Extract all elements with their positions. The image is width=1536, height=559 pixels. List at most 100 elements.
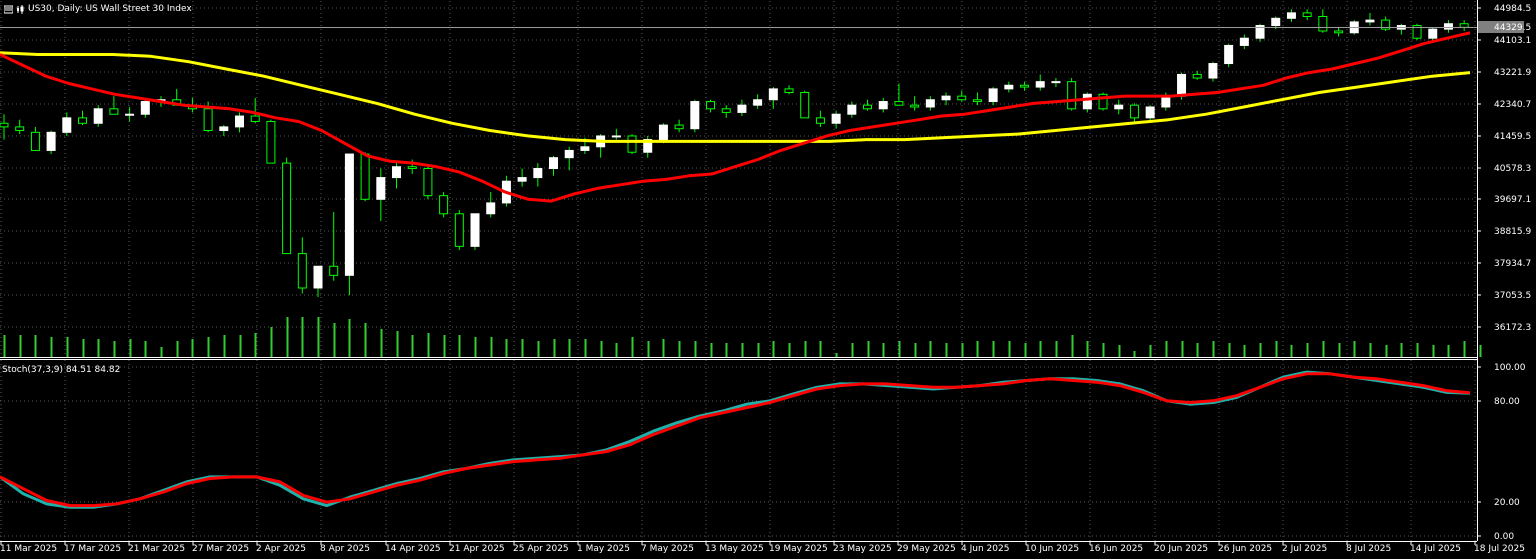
x-tick-label: 23 May 2025 [833,544,892,554]
candle-body [1177,73,1187,97]
x-tick-label: 11 Mar 2025 [0,544,57,554]
candle-body [1428,28,1438,39]
candle-body [423,168,433,197]
candle-body [925,99,935,108]
candle-body [1208,63,1218,79]
candle-body [329,265,339,276]
x-tick-label: 25 Apr 2025 [513,544,569,554]
candle-body [1334,30,1344,34]
candle-body [1067,81,1077,110]
candle-body [517,177,527,182]
candle-body [392,166,402,179]
y-tick-label: 42340.7 [1494,100,1531,110]
candle-body [1161,95,1171,108]
x-tick-label: 20 Jun 2025 [1154,544,1208,554]
candle-body [219,126,229,132]
candle-body [564,149,574,159]
candle-body [125,113,135,116]
y-tick-label: 43221.9 [1494,68,1531,78]
candle-body [674,124,684,130]
candle-body [580,146,590,151]
x-tick-label: 8 Jul 2025 [1346,544,1391,554]
candle-body [1192,73,1202,79]
candle-body [313,265,323,289]
candle-body [454,213,464,247]
candle-body [894,101,904,106]
y-tick-label: 44984.5 [1494,4,1531,14]
menu-icon[interactable] [4,5,13,14]
stochastic-lines [0,370,1471,509]
candle-body [972,99,982,103]
candle-body [266,120,276,164]
candle-body [957,95,967,101]
candles [0,9,1469,298]
price-tag-box [1478,21,1524,33]
candle-body [878,101,888,110]
x-tick-label: 10 Jun 2025 [1025,544,1079,554]
y-tick-label: 44103.1 [1494,36,1531,46]
candle-body [1129,104,1139,119]
candle-body [768,88,778,101]
stoch-y-tick-label: 20.00 [1494,498,1520,508]
moving-averages [0,31,1471,203]
stoch-y-tick-label: 0.00 [1494,532,1514,542]
candle-body [1302,12,1312,17]
x-tick-label: 29 May 2025 [897,544,956,554]
x-tick-label: 14 Apr 2025 [385,544,441,554]
ma-fast-line [0,31,1471,203]
candle-body [1098,93,1108,110]
candle-body [62,117,72,133]
candle-body [549,157,559,170]
y-tick-label: 37934.7 [1494,259,1531,269]
x-tick-label: 8 Apr 2025 [320,544,370,554]
candle-body [611,135,621,138]
candle-body [988,88,998,103]
axis-labels: 44984.5 44103.1 43221.9 42340.7 41459.5 40578… [0,4,1531,554]
candle-body [800,92,810,119]
candle-body [282,162,292,255]
chart-type-icon[interactable] [16,4,25,14]
candle-body [941,95,951,101]
candle-body [0,122,9,128]
candle-body [1271,17,1281,27]
y-tick-label: 41459.5 [1494,132,1531,142]
candle-body [30,131,40,151]
candle-body [93,108,103,124]
x-tick-label: 1 May 2025 [577,544,630,554]
price-tag-label: 44329.5 [1494,23,1531,33]
candle-body [1365,19,1375,23]
y-tick-label: 40578.3 [1494,164,1531,174]
candle-body [1459,23,1469,28]
candle-body [831,113,841,124]
grid [0,1,1476,541]
stoch-y-tick-label: 80.00 [1494,397,1520,407]
candle-body [439,195,449,215]
candle-body [78,117,88,124]
y-tick-label: 36172.3 [1494,323,1531,333]
candle-body [297,253,307,289]
candle-body [109,108,119,115]
x-tick-label: 26 Jun 2025 [1218,544,1272,554]
candle-body [706,101,716,110]
candle-body [344,153,354,276]
candle-body [1239,37,1249,46]
candle-body [863,104,873,110]
candle-body [643,139,653,153]
candle-body [815,117,825,124]
x-tick-label: 18 Jul 2025 [1474,544,1525,554]
candle-body [203,108,213,132]
y-tick-label: 37053.5 [1494,291,1531,301]
candle-body [533,168,543,179]
x-tick-label: 16 Jun 2025 [1089,544,1143,554]
x-tick-label: 21 Mar 2025 [128,544,185,554]
candle-body [1114,104,1124,110]
candle-body [1051,81,1061,84]
x-tick-label: 21 Apr 2025 [449,544,505,554]
candle-body [486,202,496,215]
candle-body [1286,12,1296,19]
ma-slow-line [0,51,1471,143]
candle-body [658,124,668,141]
x-tick-label: 27 Mar 2025 [192,544,249,554]
candle-body [753,99,763,106]
candle-body [737,104,747,113]
